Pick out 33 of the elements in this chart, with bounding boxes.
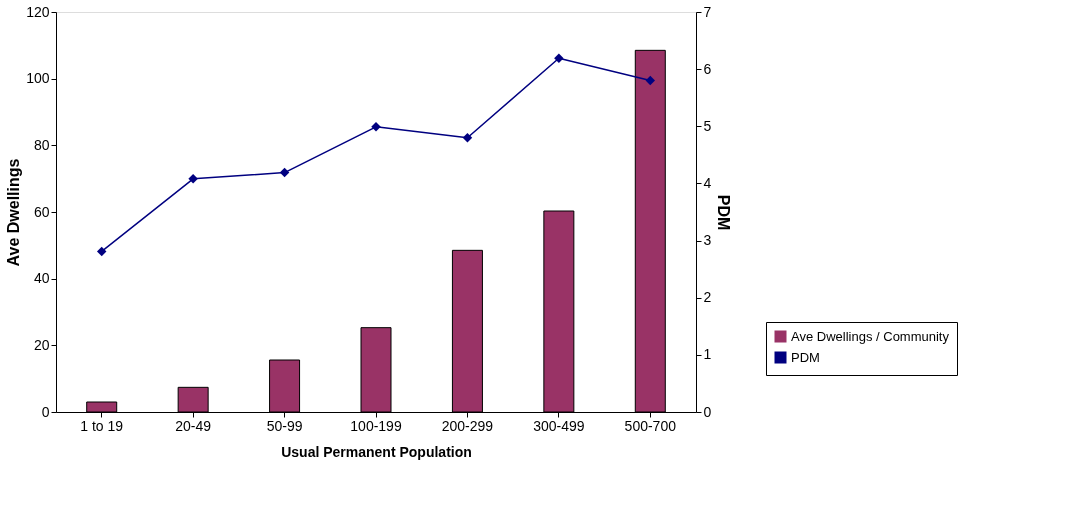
point xyxy=(554,53,564,64)
x-tick-label: 50-99 xyxy=(266,417,303,434)
point xyxy=(188,174,198,184)
y-tick-label: 0 xyxy=(41,403,50,420)
y2-tick-label: 1 xyxy=(703,346,712,363)
y2-tick-label: 0 xyxy=(703,403,712,420)
y-tick-label: 60 xyxy=(33,203,50,220)
y2-tick-label: 7 xyxy=(703,3,712,20)
y2-axis-title: PDM xyxy=(715,194,733,231)
point xyxy=(279,167,290,178)
y2-tick-label: 2 xyxy=(703,289,712,306)
point xyxy=(645,75,656,86)
y-tick-label: 20 xyxy=(33,336,50,353)
x-tick-label: 300-499 xyxy=(533,417,585,434)
point xyxy=(462,132,473,143)
x-axis-title: Usual Permanent Population xyxy=(281,443,472,460)
y-axis-title: Ave Dwellings xyxy=(5,158,23,267)
y2-tick-label: 6 xyxy=(703,60,712,77)
x-tick-label: 20-49 xyxy=(175,417,212,434)
y2-tick-label: 3 xyxy=(703,232,712,249)
y-tick-label: 120 xyxy=(26,3,50,20)
y-tick-label: 80 xyxy=(33,136,50,153)
x-tick-label: 200-299 xyxy=(441,417,494,434)
y-tick-label: 100 xyxy=(26,70,50,87)
y2-tick-label: 5 xyxy=(703,117,712,134)
legend-label: PDM xyxy=(791,349,820,365)
x-tick-label: 500-700 xyxy=(624,417,677,434)
point xyxy=(96,246,107,257)
y-tick-label: 40 xyxy=(33,270,50,287)
legend-label: Ave Dwellings / Community xyxy=(791,328,950,344)
x-tick-label: 1 to 19 xyxy=(80,417,124,434)
x-tick-label: 100-199 xyxy=(350,417,402,434)
y2-tick-label: 4 xyxy=(703,174,712,191)
